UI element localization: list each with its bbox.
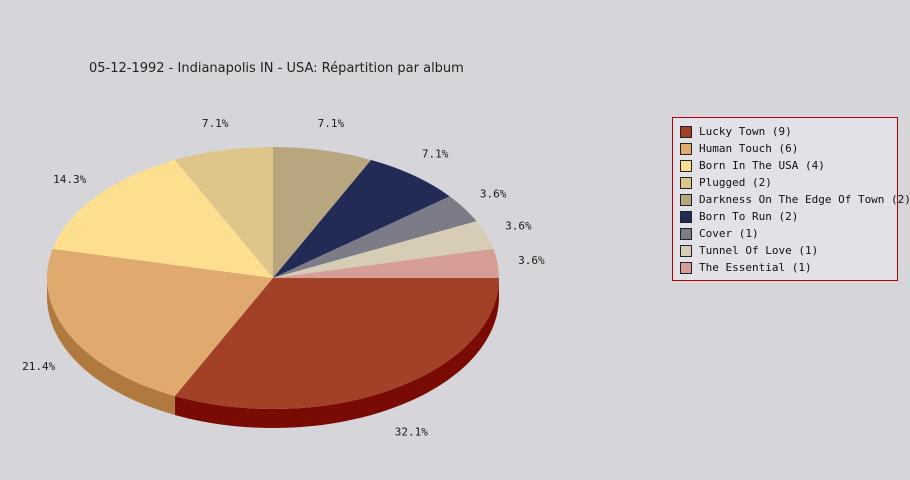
- legend-item-plugged: Plugged (2): [673, 174, 897, 191]
- legend-label: Born In The USA (4): [699, 159, 825, 172]
- pie-slice-cover: [273, 196, 477, 278]
- pie-slice-the-essential: [273, 248, 499, 278]
- legend-swatch: [680, 142, 692, 155]
- legend-item-cover: Cover (1): [673, 225, 897, 242]
- legend-swatch: [680, 244, 692, 257]
- chart-title: 05-12-1992 - Indianapolis IN - USA: Répa…: [89, 61, 464, 76]
- legend-label: Cover (1): [699, 227, 759, 240]
- legend-item-lucky-town: Lucky Town (9): [673, 123, 897, 140]
- pie-slice-human-touch: [47, 248, 274, 397]
- pie-slice-born-in-the-usa: [52, 159, 273, 278]
- pct-label-darkness-on-the-edge-of-town: 7.1%: [318, 117, 345, 130]
- legend-item-born-in-the-usa: Born In The USA (4): [673, 157, 897, 174]
- legend-label: Born To Run (2): [699, 210, 799, 223]
- legend-item-the-essential: The Essential (1): [673, 259, 897, 276]
- legend-label: Plugged (2): [699, 176, 772, 189]
- pct-label-plugged: 7.1%: [202, 117, 229, 130]
- pie-side-human-touch: [47, 278, 175, 416]
- legend-swatch: [680, 193, 692, 206]
- pie-slice-lucky-town: [174, 278, 499, 410]
- legend-item-darkness-on-the-edge-of-town: Darkness On The Edge Of Town (2): [673, 191, 910, 208]
- pie-slice-born-to-run: [273, 159, 450, 278]
- legend-swatch: [680, 227, 692, 240]
- legend-item-human-touch: Human Touch (6): [673, 140, 897, 157]
- legend-swatch: [680, 176, 692, 189]
- legend-label: The Essential (1): [699, 261, 812, 274]
- pie-slices: [47, 147, 499, 410]
- pct-label-born-to-run: 7.1%: [422, 148, 449, 161]
- legend-label: Human Touch (6): [699, 142, 799, 155]
- legend-swatch: [680, 261, 692, 274]
- legend-label: Lucky Town (9): [699, 125, 792, 138]
- pct-label-cover: 3.6%: [480, 187, 507, 200]
- pie-side-lucky-town: [174, 278, 499, 429]
- pct-label-tunnel-of-love: 3.6%: [505, 220, 532, 233]
- legend-item-tunnel-of-love: Tunnel Of Love (1): [673, 242, 897, 259]
- pie-percent-labels: 32.1% 21.4% 14.3% 7.1% 7.1% 7.1% 3.6% 3.6% 3.6%: [22, 117, 545, 439]
- pct-label-the-essential: 3.6%: [518, 254, 545, 267]
- pct-label-human-touch: 21.4%: [22, 360, 55, 373]
- pie-depth: [47, 278, 499, 429]
- pct-label-born-in-the-usa: 14.3%: [53, 173, 86, 186]
- legend-swatch: [680, 125, 692, 138]
- legend-swatch: [680, 159, 692, 172]
- chart-legend: Lucky Town (9) Human Touch (6) Born In The…: [672, 117, 910, 281]
- pie-slice-tunnel-of-love: [273, 221, 494, 278]
- pie-slice-darkness-on-the-edge-of-town: [273, 147, 372, 278]
- legend-label: Darkness On The Edge Of Town (2): [699, 193, 910, 206]
- legend-swatch: [680, 210, 692, 223]
- legend-item-born-to-run: Born To Run (2): [673, 208, 897, 225]
- legend-label: Tunnel Of Love (1): [699, 244, 819, 257]
- pct-label-lucky-town: 32.1%: [395, 426, 428, 439]
- pie-slice-plugged: [174, 147, 273, 278]
